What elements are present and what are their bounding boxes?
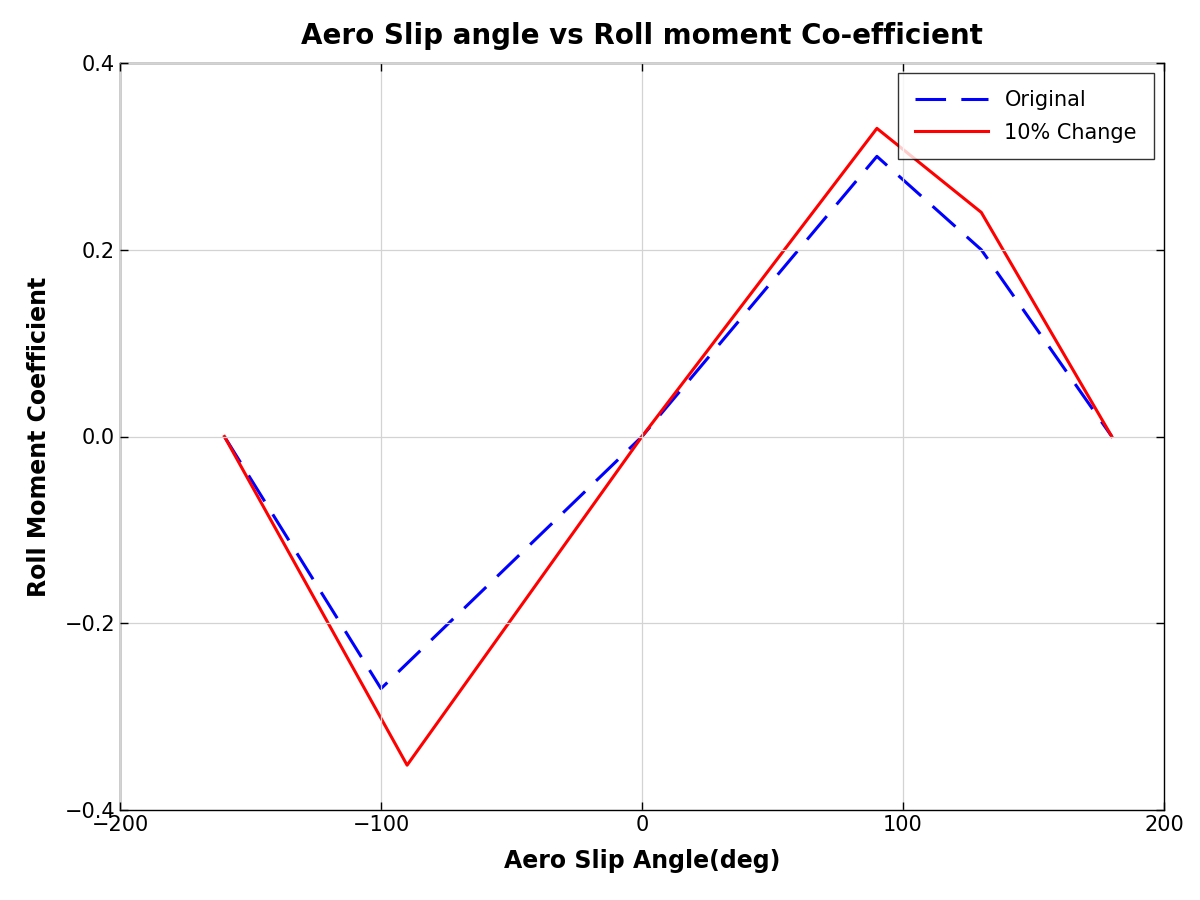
10% Change (1104, 431, 1118, 442)
Original (635, 431, 649, 442)
Original (870, 151, 884, 162)
10% Change (635, 431, 649, 442)
Line: Original: Original (224, 157, 1111, 688)
Original (1104, 431, 1118, 442)
10% Change (870, 123, 884, 134)
Legend: Original, 10% Change: Original, 10% Change (898, 74, 1153, 159)
Title: Aero Slip angle vs Roll moment Co-efficient: Aero Slip angle vs Roll moment Co-effici… (301, 22, 983, 50)
Line: 10% Change: 10% Change (224, 129, 1111, 765)
Original (217, 431, 232, 442)
Original (974, 244, 989, 256)
X-axis label: Aero Slip Angle(deg): Aero Slip Angle(deg) (504, 849, 780, 873)
Original (374, 683, 389, 694)
10% Change (974, 207, 989, 218)
10% Change (400, 760, 414, 770)
10% Change (217, 431, 232, 442)
Y-axis label: Roll Moment Coefficient: Roll Moment Coefficient (26, 276, 50, 597)
